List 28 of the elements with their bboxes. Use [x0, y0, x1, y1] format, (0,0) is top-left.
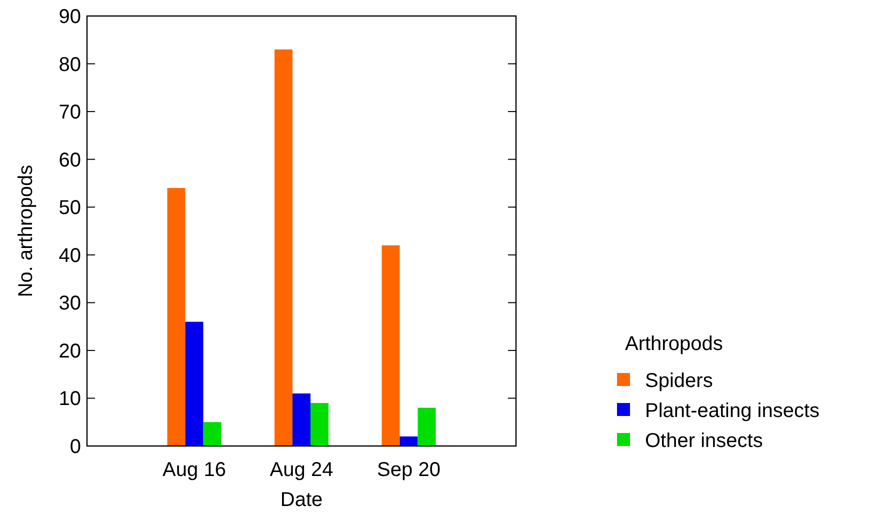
bar — [274, 49, 292, 446]
bar — [310, 403, 328, 446]
legend-label: Plant-eating insects — [645, 400, 820, 422]
bar — [203, 422, 222, 446]
bar — [167, 188, 186, 446]
y-tick-label: 50 — [58, 197, 81, 220]
y-tick-label: 20 — [58, 340, 81, 362]
y-tick-label: 70 — [58, 102, 81, 124]
bar — [418, 408, 436, 446]
y-tick-label: 0 — [70, 436, 81, 458]
y-tick-label: 40 — [58, 244, 81, 267]
legend-title: Arthropods — [625, 333, 723, 355]
y-tick-label: 10 — [58, 388, 81, 410]
x-axis-title: Date — [280, 489, 323, 511]
y-tick-label: 30 — [58, 292, 81, 315]
y-tick-label: 60 — [58, 149, 81, 172]
y-axis-title: No. arthropods — [15, 164, 37, 298]
bar — [382, 245, 400, 446]
x-tick-label: Sep 20 — [377, 459, 440, 481]
y-tick-label: 90 — [58, 6, 81, 28]
bar — [292, 393, 310, 446]
x-tick-label: Aug 16 — [162, 459, 226, 481]
legend-label: Spiders — [645, 370, 713, 392]
bar — [400, 436, 418, 446]
legend-label: Other insects — [645, 430, 763, 452]
x-tick-label: Aug 24 — [270, 459, 334, 481]
bar — [185, 322, 204, 446]
y-tick-label: 80 — [58, 54, 81, 76]
